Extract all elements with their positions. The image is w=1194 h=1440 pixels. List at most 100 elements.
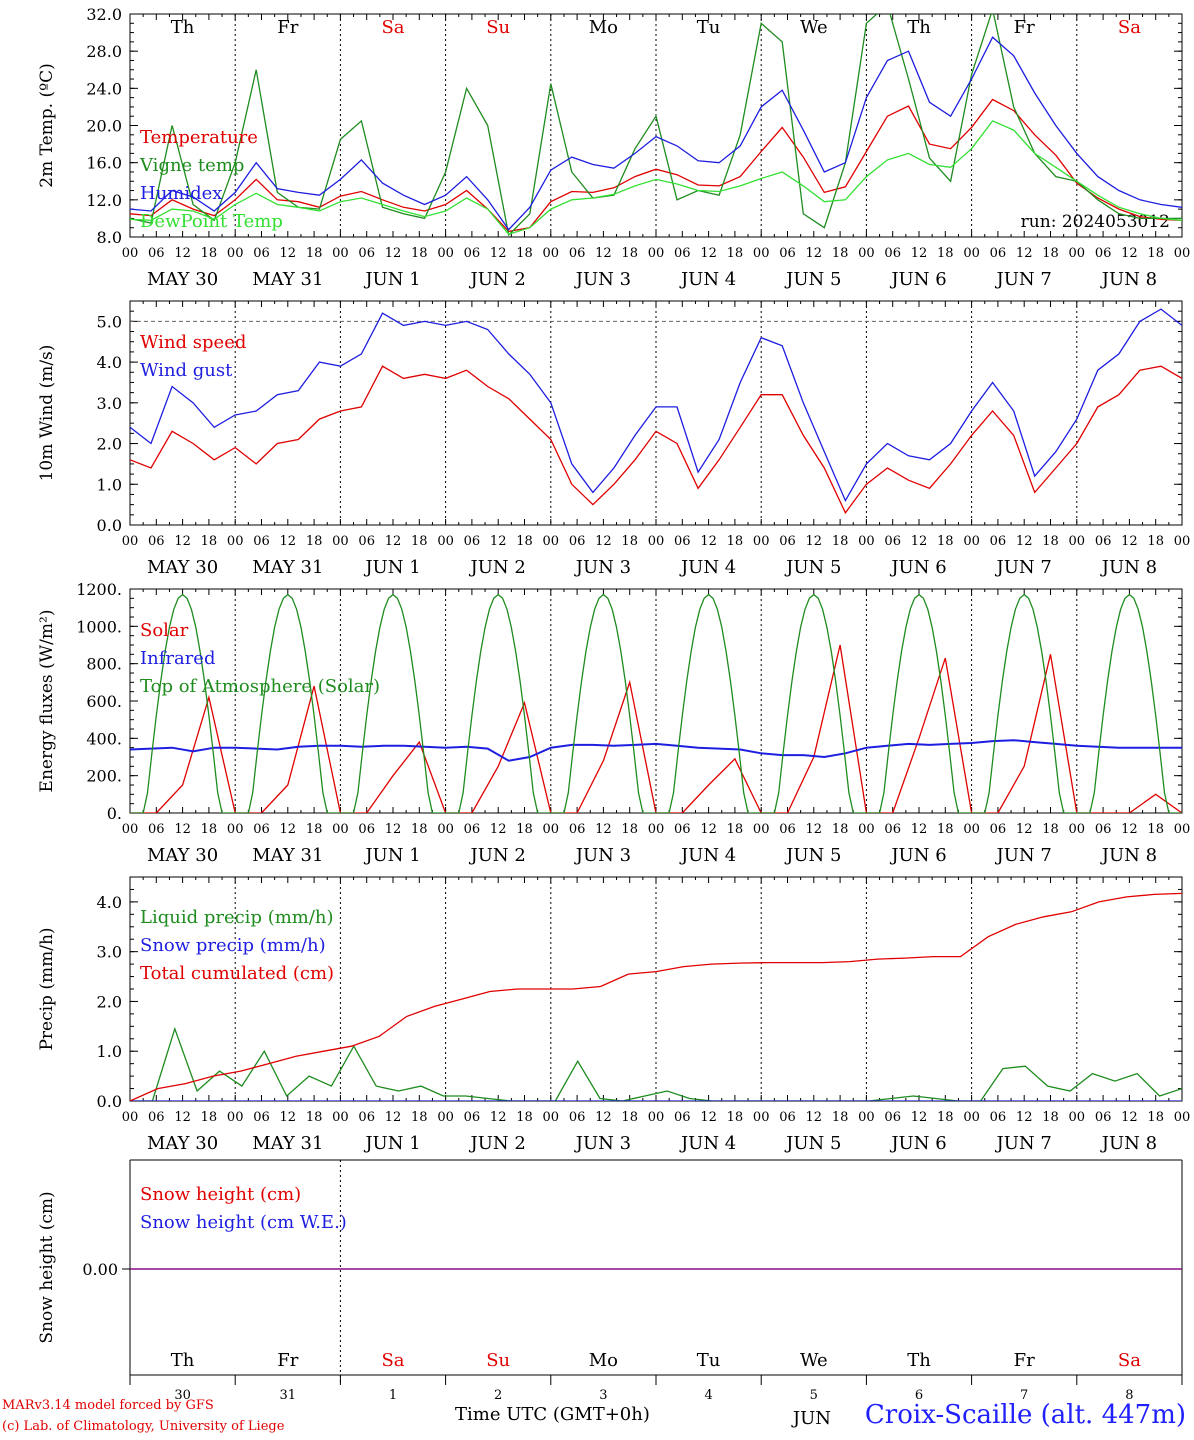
date-label: MAY 31 <box>252 269 323 290</box>
day-name-label: Mo <box>589 17 618 38</box>
legend-entry: Liquid precip (mm/h) <box>140 907 334 928</box>
hour-tick-label: 00 <box>437 534 454 549</box>
series-line-wind-speed <box>130 365 1182 515</box>
date-label: JUN 2 <box>469 269 526 290</box>
hour-tick-label: 12 <box>490 534 507 549</box>
date-label: JUN 8 <box>1100 269 1157 290</box>
y-tick-label: 1000. <box>76 617 122 636</box>
hour-tick-label: 18 <box>201 1110 218 1125</box>
legend-entry: Snow height (cm W.E.) <box>140 1212 347 1233</box>
hour-tick-label: 18 <box>201 534 218 549</box>
date-label: JUN 5 <box>784 269 841 290</box>
hour-tick-label: 18 <box>201 246 218 261</box>
hour-tick-label: 06 <box>779 246 796 261</box>
hour-tick-label: 00 <box>332 1110 349 1125</box>
hour-tick-label: 12 <box>1016 246 1033 261</box>
y-axis-label: Energy fluxes (W/m²) <box>37 610 57 793</box>
date-label: JUN 7 <box>995 557 1052 578</box>
hour-tick-label: 00 <box>858 534 875 549</box>
legend-entry: Wind gust <box>140 360 233 381</box>
hour-tick-label: 12 <box>385 246 402 261</box>
series-line-humidex <box>130 36 1182 231</box>
y-tick-label: 5.0 <box>97 312 122 331</box>
x-axis-label: Time UTC (GMT+0h) <box>455 1404 650 1425</box>
panel-5: 0.00 Snow height (cm) Snow height (cm) Snow… <box>37 1159 1183 1385</box>
hour-tick-label: 06 <box>358 1110 375 1125</box>
hour-tick-label: 18 <box>306 534 323 549</box>
hour-tick-label: 06 <box>253 246 270 261</box>
hour-tick-label: 06 <box>464 534 481 549</box>
legend-entry: Snow height (cm) <box>140 1184 301 1205</box>
hour-tick-label: 00 <box>543 534 560 549</box>
date-label: JUN 6 <box>889 845 946 866</box>
date-label: MAY 30 <box>147 557 218 578</box>
hour-tick-label: 12 <box>806 534 823 549</box>
hour-tick-label: 00 <box>648 1110 665 1125</box>
day-name-label: We <box>800 1350 828 1371</box>
y-axis-label: Snow height (cm) <box>37 1191 57 1343</box>
hour-tick-label: 00 <box>1069 246 1086 261</box>
hour-tick-label: 06 <box>253 822 270 837</box>
date-label: JUN 4 <box>679 1133 736 1154</box>
hour-tick-label: 18 <box>832 1110 849 1125</box>
series-line-infrared <box>130 739 1182 762</box>
y-tick-label: 1.0 <box>97 1042 122 1061</box>
hour-tick-label: 00 <box>227 534 244 549</box>
hour-tick-label: 06 <box>779 1110 796 1125</box>
y-tick-label: 0.00 <box>82 1260 118 1279</box>
hour-tick-label: 12 <box>385 534 402 549</box>
day-name-label: Th <box>171 1350 195 1371</box>
hour-tick-label: 18 <box>621 1110 638 1125</box>
hour-tick-label: 00 <box>858 822 875 837</box>
hour-tick-label: 18 <box>306 1110 323 1125</box>
hour-tick-label: 00 <box>858 246 875 261</box>
hour-tick-label: 12 <box>1016 822 1033 837</box>
hour-tick-label: 12 <box>806 822 823 837</box>
hour-tick-label: 18 <box>1147 1110 1164 1125</box>
legend-entry: Infrared <box>140 648 215 669</box>
hour-tick-label: 06 <box>464 246 481 261</box>
hour-tick-label: 00 <box>437 1110 454 1125</box>
hour-tick-label: 18 <box>832 822 849 837</box>
hour-tick-label: 12 <box>806 246 823 261</box>
panel-4: 0.0 1.0 2.0 3.0 4.0 Precip (mm/h) 00 06 12 18 00 06… <box>37 876 1190 1154</box>
date-label: JUN 5 <box>784 1133 841 1154</box>
hour-tick-label: 06 <box>779 534 796 549</box>
hour-tick-label: 06 <box>990 1110 1007 1125</box>
hour-tick-label: 18 <box>411 1110 428 1125</box>
hour-tick-label: 18 <box>516 534 533 549</box>
hour-tick-label: 06 <box>464 822 481 837</box>
hour-tick-label: 00 <box>1174 822 1191 837</box>
hour-tick-label: 06 <box>148 534 165 549</box>
panel-1: 8.0 12.0 16.0 20.0 24.0 28.0 32.0 2m Temp. (ºC)… <box>37 5 1190 290</box>
hour-tick-label: 06 <box>674 246 691 261</box>
y-tick-label: 8.0 <box>97 228 122 247</box>
hour-tick-label: 18 <box>937 1110 954 1125</box>
y-axis-label: 10m Wind (m/s) <box>37 345 57 482</box>
day-number-label: 31 <box>280 1388 297 1403</box>
y-tick-label: 32.0 <box>86 5 122 24</box>
model-credit: MARv3.14 model forced by GFS <box>2 1398 214 1413</box>
day-name-label: Tu <box>697 1350 721 1371</box>
hour-tick-label: 18 <box>937 822 954 837</box>
y-tick-label: 4.0 <box>97 353 122 372</box>
hour-tick-label: 18 <box>621 534 638 549</box>
date-label: JUN 7 <box>995 1133 1052 1154</box>
hour-tick-label: 18 <box>201 822 218 837</box>
hour-tick-label: 12 <box>1016 534 1033 549</box>
hour-tick-label: 12 <box>280 534 297 549</box>
hour-tick-label: 06 <box>674 534 691 549</box>
series-line-top-of-atmosphere-solar- <box>130 593 1182 813</box>
day-name-label: We <box>800 17 828 38</box>
hour-tick-label: 18 <box>1042 246 1059 261</box>
date-label: JUN 4 <box>679 557 736 578</box>
hour-tick-label: 00 <box>1174 534 1191 549</box>
hour-tick-label: 12 <box>1016 1110 1033 1125</box>
hour-tick-label: 06 <box>1095 822 1112 837</box>
date-label: JUN 1 <box>363 557 420 578</box>
hour-tick-label: 00 <box>1069 534 1086 549</box>
legend-entry: Top of Atmosphere (Solar) <box>140 676 380 697</box>
hour-tick-label: 18 <box>621 822 638 837</box>
hour-tick-label: 12 <box>174 246 191 261</box>
day-name-label: Su <box>486 17 510 38</box>
